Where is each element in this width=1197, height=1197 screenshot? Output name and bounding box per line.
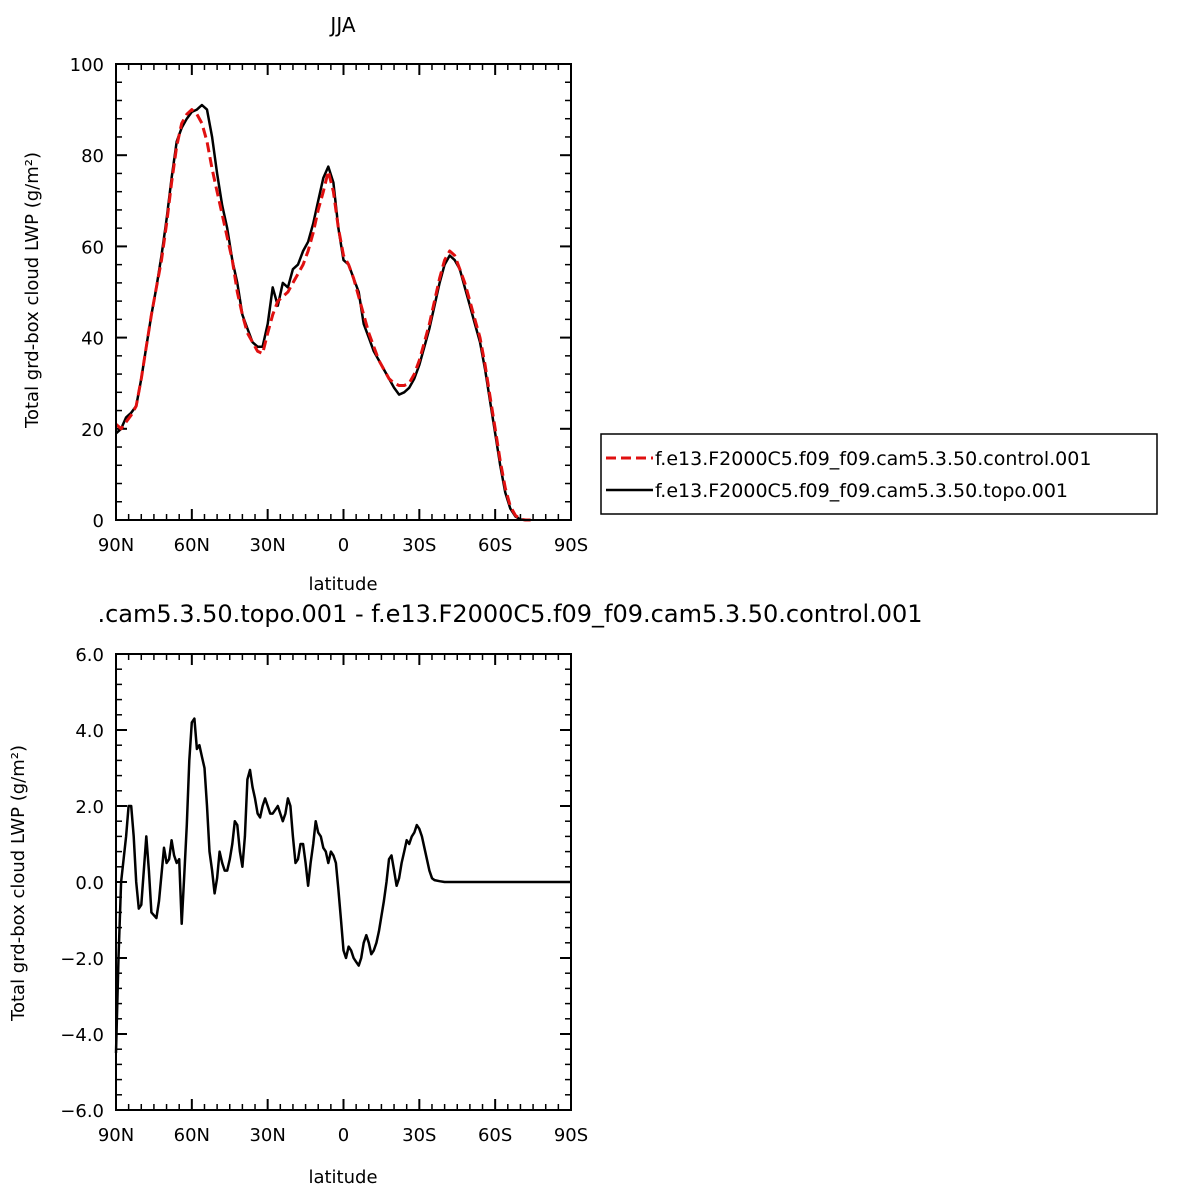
bottom-chart-y-tick-label: −2.0 [60, 949, 104, 970]
bottom-chart-panel: .cam5.3.50.topo.001 - f.e13.F2000C5.f09_… [8, 600, 923, 1188]
legend-label-topo: f.e13.F2000C5.f09_f09.cam5.3.50.topo.001 [655, 480, 1068, 502]
legend-box [600, 433, 1158, 515]
legend: f.e13.F2000C5.f09_f09.cam5.3.50.control.… [600, 433, 1158, 515]
bottom-chart-x-tick-label: 30N [249, 1125, 285, 1146]
top-chart-x-tick-label: 60S [478, 535, 512, 556]
bottom-chart-y-tick-label: 4.0 [75, 721, 104, 742]
top-chart-y-tick-label: 0 [93, 511, 104, 532]
top-chart-x-axis-label: latitude [308, 574, 377, 595]
top-chart-y-tick-label: 100 [70, 55, 104, 76]
top-chart-panel: JJA latitude Total grd-box cloud LWP (g/… [22, 13, 588, 595]
bottom-chart-x-tick-label: 60N [174, 1125, 210, 1146]
bottom-chart-frame [115, 653, 572, 1111]
top-chart-lines [114, 103, 531, 522]
bottom-chart-y-tick-label: −6.0 [60, 1101, 104, 1122]
top-chart-x-tick-label: 90S [554, 535, 588, 556]
top-chart-ticks: 90N 60N 30N 0 30S 60S 90S 0 20 40 60 80 100 [70, 55, 589, 556]
top-chart-y-axis-label: Total grd-box cloud LWP (g/m²) [22, 152, 43, 429]
top-chart-x-tick-label: 0 [338, 535, 349, 556]
bottom-chart-y-tick-label: −4.0 [60, 1025, 104, 1046]
bottom-chart-y-axis-label: Total grd-box cloud LWP (g/m²) [8, 745, 29, 1022]
bottom-chart-ticks: 90N 60N 30N 0 30S 60S 90S −6.0 −4.0 −2.0 0.0 2.0 4.0… [60, 645, 588, 1146]
top-chart-y-tick-label: 40 [81, 329, 104, 350]
top-chart-series-line-0 [114, 108, 531, 522]
top-chart-title: JJA [328, 13, 355, 37]
bottom-chart-y-tick-label: 2.0 [75, 797, 104, 818]
bottom-chart-x-tick-label: 30S [402, 1125, 436, 1146]
legend-label-control: f.e13.F2000C5.f09_f09.cam5.3.50.control.… [655, 448, 1091, 470]
bottom-chart-x-tick-label: 60S [478, 1125, 512, 1146]
top-chart-x-tick-label: 90N [98, 535, 134, 556]
top-chart-x-tick-label: 30S [402, 535, 436, 556]
bottom-chart-x-axis-label: latitude [308, 1167, 377, 1188]
top-chart-y-tick-label: 80 [81, 146, 104, 167]
top-chart-x-tick-label: 60N [174, 535, 210, 556]
bottom-chart-x-tick-label: 90N [98, 1125, 134, 1146]
bottom-chart-series-line-0 [114, 717, 571, 1054]
bottom-chart-x-tick-label: 0 [338, 1125, 349, 1146]
top-chart-x-tick-label: 30N [249, 535, 285, 556]
top-chart-series-line-1 [115, 103, 531, 522]
bottom-chart-lines [114, 717, 571, 1054]
bottom-chart-y-tick-label: 0.0 [75, 873, 104, 894]
top-chart-y-tick-label: 60 [81, 237, 104, 258]
bottom-chart-x-tick-label: 90S [554, 1125, 588, 1146]
bottom-chart-y-tick-label: 6.0 [75, 645, 104, 666]
top-chart-y-tick-label: 20 [81, 420, 104, 441]
top-chart-frame [115, 63, 572, 521]
bottom-chart-title: .cam5.3.50.topo.001 - f.e13.F2000C5.f09_… [97, 600, 922, 628]
